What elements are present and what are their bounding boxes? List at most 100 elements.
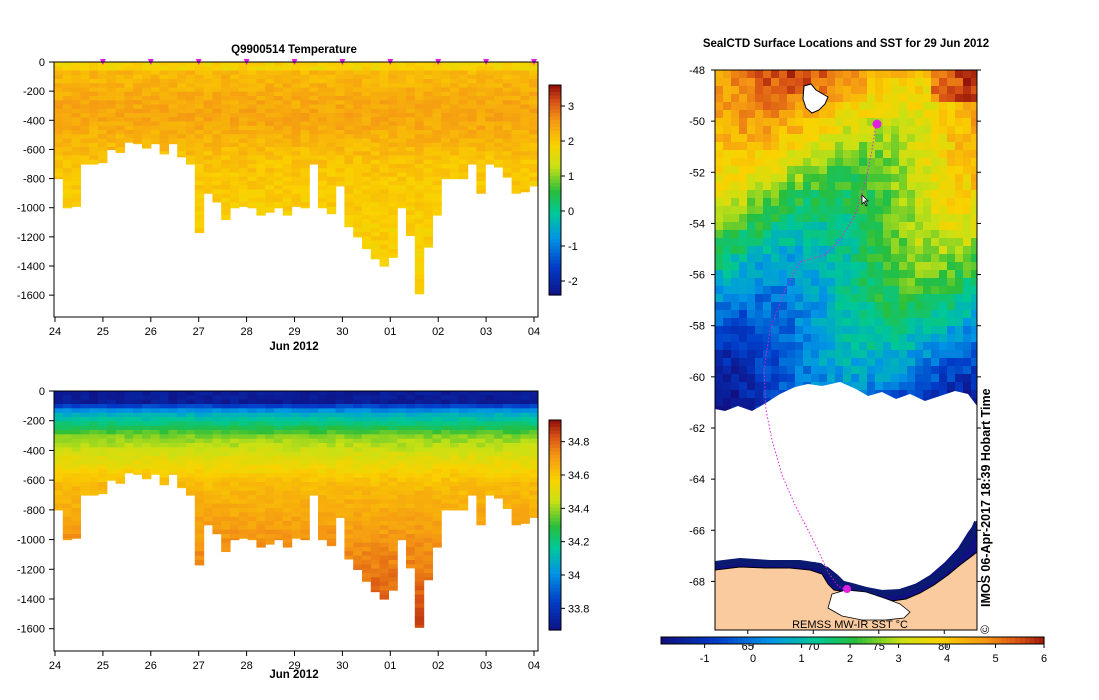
section-cell xyxy=(282,96,293,101)
section-cell xyxy=(414,412,425,418)
section-cell xyxy=(142,96,152,101)
sst-cell xyxy=(747,158,756,167)
section-cell xyxy=(282,521,293,526)
section-cell xyxy=(520,172,530,178)
section-cell xyxy=(326,96,337,101)
y-tick-label: -1200 xyxy=(17,232,45,244)
section-cell xyxy=(494,151,504,157)
section-cell xyxy=(177,79,187,84)
section-cell xyxy=(388,202,398,208)
sst-cell xyxy=(747,222,756,231)
section-cell xyxy=(54,399,64,405)
sst-cell xyxy=(739,326,748,335)
sst-cell xyxy=(835,174,844,183)
section-cell xyxy=(529,87,538,93)
section-cell xyxy=(203,408,213,414)
sst-cell xyxy=(899,126,908,135)
y-tick-label: 0 xyxy=(39,57,45,69)
section-cell xyxy=(247,159,257,165)
sst-cell xyxy=(915,302,924,311)
sst-cell xyxy=(755,262,764,271)
section-cell xyxy=(203,130,213,135)
section-cell xyxy=(282,193,293,199)
section-cell xyxy=(344,172,354,178)
section-cell xyxy=(423,412,433,418)
section-cell xyxy=(265,91,275,97)
section-cell xyxy=(388,516,398,522)
section-cell xyxy=(467,482,477,487)
section-cell xyxy=(71,391,81,396)
section-cell xyxy=(212,425,222,431)
section-cell xyxy=(335,70,345,76)
section-cell xyxy=(414,66,425,72)
y-tick-label: -1000 xyxy=(17,535,45,547)
section-cell xyxy=(89,138,99,144)
section-cell xyxy=(247,417,257,422)
section-cell xyxy=(300,62,310,67)
y-tick-label: -200 xyxy=(23,416,45,428)
section-cell xyxy=(194,159,205,165)
section-cell xyxy=(282,542,293,548)
colorbar-segment xyxy=(549,619,561,624)
sst-cell xyxy=(851,334,860,343)
sst-cell xyxy=(883,126,892,135)
sst-cell xyxy=(859,150,868,159)
section-cell xyxy=(274,503,284,509)
colorbar-segment xyxy=(549,190,561,195)
section-cell xyxy=(98,430,108,435)
section-cell xyxy=(238,117,249,123)
section-cell xyxy=(388,147,398,152)
sst-cell xyxy=(779,238,788,247)
section-cell xyxy=(326,87,337,93)
section-cell xyxy=(362,477,372,483)
sst-cell xyxy=(955,102,964,111)
section-cell xyxy=(230,159,240,165)
section-cell xyxy=(432,193,442,199)
section-cell xyxy=(256,477,266,483)
section-cell xyxy=(520,176,530,182)
section-cell xyxy=(485,430,495,435)
section-cell xyxy=(194,83,205,89)
section-cell xyxy=(150,421,161,427)
section-cell xyxy=(326,164,337,169)
section-cell xyxy=(326,113,337,118)
colorbar-segment xyxy=(549,235,561,240)
section-cell xyxy=(502,412,513,418)
sst-cell xyxy=(787,174,796,183)
section-cell xyxy=(212,482,222,487)
section-cell xyxy=(212,62,222,67)
sst-cell xyxy=(907,294,916,303)
section-cell xyxy=(177,451,187,457)
section-cell xyxy=(362,560,372,565)
sst-cell xyxy=(843,318,852,327)
sst-cell xyxy=(843,294,852,303)
section-cell xyxy=(282,490,293,496)
section-cell xyxy=(54,486,64,492)
section-cell xyxy=(221,529,231,535)
section-cell xyxy=(370,469,381,474)
section-cell xyxy=(282,176,293,182)
sst-cell xyxy=(755,174,764,183)
section-cell xyxy=(256,189,266,195)
sst-cell xyxy=(867,150,876,159)
section-cell xyxy=(256,421,266,427)
section-cell xyxy=(194,227,205,233)
sst-cell xyxy=(723,238,732,247)
section-cell xyxy=(414,625,425,628)
section-cell xyxy=(115,108,125,114)
section-cell xyxy=(529,473,538,479)
sst-cell xyxy=(835,222,844,231)
section-cell xyxy=(238,525,249,531)
section-cell xyxy=(159,469,169,474)
section-cell xyxy=(150,408,161,414)
section-cell xyxy=(414,164,425,169)
sst-cell xyxy=(771,342,780,351)
section-cell xyxy=(54,70,64,76)
section-cell xyxy=(502,430,513,435)
sst-cell xyxy=(955,254,964,263)
section-cell xyxy=(212,421,222,427)
section-cell xyxy=(476,421,486,427)
section-cell xyxy=(458,168,469,174)
section-cell xyxy=(282,138,293,144)
